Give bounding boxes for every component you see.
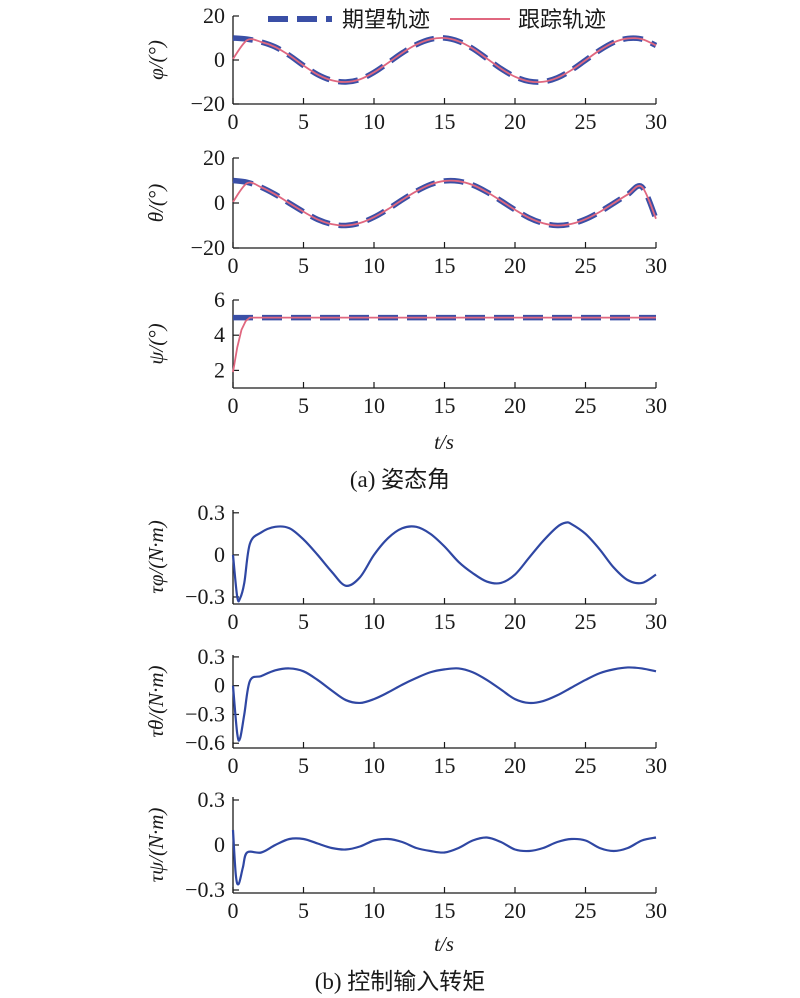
- y-tick-label: 0: [214, 190, 225, 215]
- x-tick-label: 30: [645, 109, 667, 134]
- x-tick-label: 0: [228, 609, 239, 634]
- x-tick-label: 10: [363, 753, 385, 778]
- chart-tau_theta: −0.6 −0.3 0 0.3 0 5 10 15 20 25 30 τθ/(N·m): [144, 644, 667, 778]
- x-tick-label: 15: [434, 109, 456, 134]
- y-tick-label: 2: [214, 357, 225, 382]
- caption-a: (a) 姿态角: [350, 467, 450, 492]
- y-tick-label: −0.3: [185, 877, 225, 902]
- y-tick-label: 0: [214, 832, 225, 857]
- y-axis-label: τθ/(N·m): [144, 665, 168, 737]
- x-tick-label: 30: [645, 753, 667, 778]
- x-tick-label: 0: [228, 898, 239, 923]
- x-tick-label: 5: [298, 753, 309, 778]
- series-line-theta-0: [232, 177, 659, 229]
- y-tick-label: −20: [191, 91, 225, 116]
- y-tick-label: 0: [214, 542, 225, 567]
- x-tick-label: 5: [298, 898, 309, 923]
- x-tick-label: 0: [228, 253, 239, 278]
- y-tick-label: 0.3: [198, 500, 226, 525]
- x-tick-label: 10: [363, 898, 385, 923]
- series-line-tau_phi-0: [231, 521, 657, 603]
- x-tick-label: 25: [575, 109, 597, 134]
- x-tick-label: 25: [575, 898, 597, 923]
- x-tick-label: 5: [298, 253, 309, 278]
- y-tick-label: 6: [214, 287, 225, 312]
- x-tick-label: 5: [298, 109, 309, 134]
- x-tick-label: 0: [228, 753, 239, 778]
- y-tick-label: −0.3: [185, 584, 225, 609]
- legend-tracking-label: 跟踪轨迹: [518, 7, 606, 32]
- x-tick-label: 15: [434, 393, 456, 418]
- x-tick-label: 10: [363, 393, 385, 418]
- legend: 期望轨迹 跟踪轨迹: [268, 7, 606, 32]
- x-tick-label: 10: [363, 609, 385, 634]
- y-tick-label: 4: [214, 322, 225, 347]
- x-tick-label: 30: [645, 393, 667, 418]
- y-tick-label: 20: [203, 145, 225, 170]
- caption-b: (b) 控制输入转矩: [315, 969, 486, 994]
- x-tick-label: 0: [228, 393, 239, 418]
- y-tick-label: 0.3: [198, 644, 226, 669]
- chart-psi: 2 4 6 0 5 10 15 20 25 30 ψ/(°): [144, 287, 667, 418]
- x-tick-label: 30: [645, 609, 667, 634]
- x-axis-label-a: t/s: [434, 430, 454, 454]
- y-tick-label: −20: [191, 235, 225, 260]
- x-tick-label: 0: [228, 109, 239, 134]
- y-tick-label: 20: [203, 3, 225, 28]
- x-tick-label: 15: [434, 753, 456, 778]
- x-tick-label: 25: [575, 393, 597, 418]
- series-line-phi-1: [232, 37, 657, 84]
- y-axis-label: τφ/(N·m): [144, 520, 168, 593]
- series-line-tau_theta-0: [231, 666, 657, 742]
- x-tick-label: 25: [575, 609, 597, 634]
- x-tick-label: 25: [575, 753, 597, 778]
- x-tick-label: 20: [504, 898, 526, 923]
- x-tick-label: 30: [645, 898, 667, 923]
- y-tick-label: 0.3: [198, 787, 226, 812]
- x-tick-label: 30: [645, 253, 667, 278]
- series-line-theta-1: [232, 179, 657, 227]
- x-tick-label: 15: [434, 253, 456, 278]
- x-tick-label: 25: [575, 253, 597, 278]
- y-axis-label: φ/(°): [144, 40, 168, 80]
- y-tick-label: −0.3: [185, 701, 225, 726]
- x-tick-label: 5: [298, 609, 309, 634]
- y-axis-label: τψ/(N·m): [144, 808, 168, 883]
- y-axis-label: θ/(°): [144, 184, 168, 223]
- x-tick-label: 20: [504, 393, 526, 418]
- x-tick-label: 15: [434, 898, 456, 923]
- x-tick-label: 20: [504, 109, 526, 134]
- legend-desired-label: 期望轨迹: [342, 7, 430, 32]
- x-tick-label: 15: [434, 609, 456, 634]
- y-tick-label: 0: [214, 47, 225, 72]
- x-tick-label: 5: [298, 393, 309, 418]
- x-tick-label: 20: [504, 253, 526, 278]
- y-axis-label: ψ/(°): [144, 323, 168, 364]
- x-tick-label: 20: [504, 609, 526, 634]
- x-tick-label: 10: [363, 109, 385, 134]
- x-axis-label-b: t/s: [434, 932, 454, 956]
- series-line-psi-1: [232, 316, 656, 373]
- y-tick-label: 0: [214, 673, 225, 698]
- series-line-tau_psi-0: [231, 829, 657, 886]
- x-tick-label: 10: [363, 253, 385, 278]
- x-tick-label: 20: [504, 753, 526, 778]
- y-tick-label: −0.6: [185, 730, 225, 755]
